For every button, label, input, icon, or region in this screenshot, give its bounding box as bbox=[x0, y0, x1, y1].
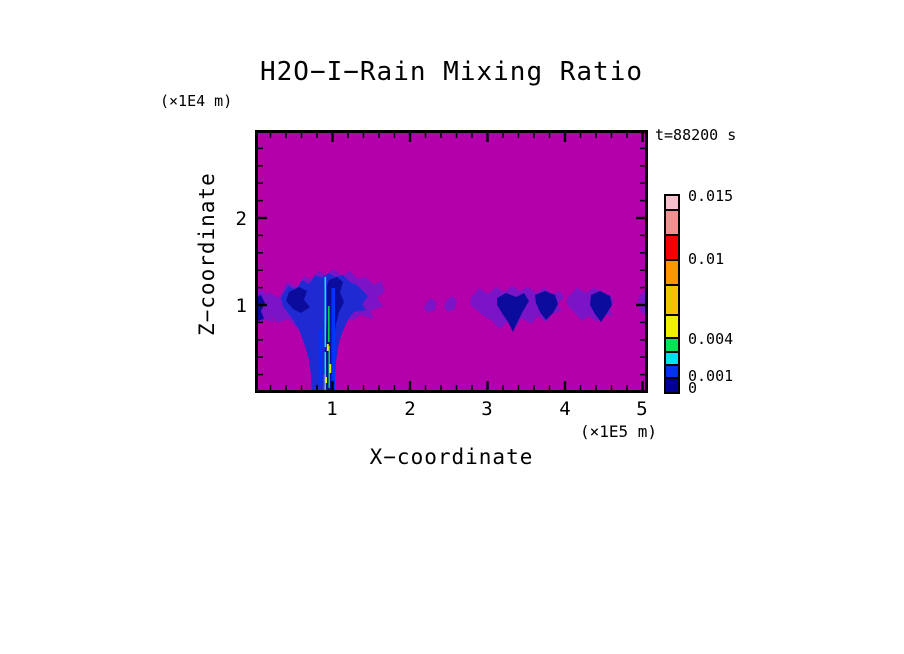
colorbar-segment-red bbox=[666, 234, 678, 259]
colorbar-segment-yellow bbox=[666, 314, 678, 337]
rain-core bbox=[590, 291, 612, 322]
y-tick-label-2: 2 bbox=[235, 208, 247, 230]
chart-title: H2O−I−Rain Mixing Ratio bbox=[259, 57, 644, 87]
colorbar-segment-gold bbox=[666, 284, 678, 314]
y-tick-label-1: 1 bbox=[235, 295, 247, 317]
x-tick-label-4: 4 bbox=[559, 398, 571, 420]
heatmap-canvas bbox=[255, 130, 648, 393]
rain-streak-blue bbox=[331, 288, 335, 393]
colorbar-segment-blue bbox=[666, 364, 678, 377]
colorbar-label-0001: 0.001 bbox=[688, 367, 734, 385]
rain-streak-yellow bbox=[325, 377, 327, 383]
x-axis-unit-label: (×1E5 m) bbox=[579, 422, 657, 441]
rain-speck bbox=[444, 296, 457, 312]
colorbar-label-zero: 0 bbox=[688, 379, 698, 397]
colorbar-segment-navy bbox=[666, 377, 678, 392]
colorbar-label-0004: 0.004 bbox=[688, 330, 734, 348]
colorbar-segment-cyan bbox=[666, 351, 678, 364]
rain-streak-cyan bbox=[324, 277, 327, 347]
rain-core bbox=[497, 293, 529, 332]
colorbar-segment-pink bbox=[666, 196, 678, 209]
rain-streak-cyan bbox=[324, 352, 327, 392]
x-axis-title: X−coordinate bbox=[369, 445, 534, 469]
colorbar-segment-salmon bbox=[666, 209, 678, 234]
rain-streak-green bbox=[328, 306, 330, 342]
x-tick-label-1: 1 bbox=[326, 398, 338, 420]
rain-streak-blue bbox=[319, 330, 321, 386]
x-tick-label-5: 5 bbox=[636, 398, 648, 420]
y-axis-title: Z−coordinate bbox=[195, 172, 219, 336]
colorbar-segment-green bbox=[666, 337, 678, 351]
time-annotation: t=88200 s bbox=[655, 126, 737, 144]
rain-streak-yellow bbox=[326, 344, 329, 351]
colorbar-label-0015: 0.015 bbox=[688, 187, 734, 205]
x-tick-label-2: 2 bbox=[404, 398, 416, 420]
rain-streak-yellow bbox=[329, 364, 332, 373]
colorbar-segment-orange bbox=[666, 259, 678, 284]
y-axis-unit-label: (×1E4 m) bbox=[160, 92, 233, 110]
rain-core bbox=[535, 291, 558, 320]
colorbar bbox=[664, 194, 680, 394]
plot-area bbox=[255, 130, 648, 393]
x-tick-label-3: 3 bbox=[481, 398, 493, 420]
rain-core bbox=[286, 287, 310, 313]
plot-border bbox=[255, 130, 648, 393]
colorbar-label-001: 0.01 bbox=[688, 250, 725, 268]
rain-speck bbox=[424, 298, 436, 313]
